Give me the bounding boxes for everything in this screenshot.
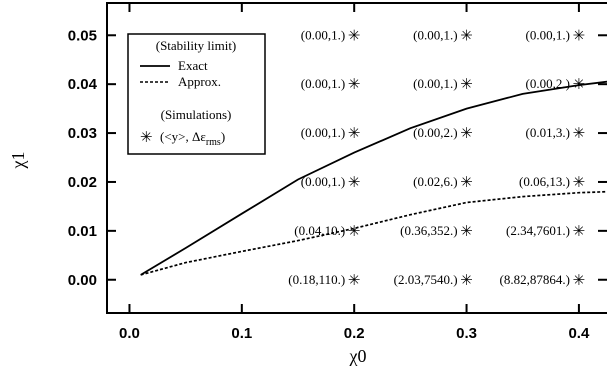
series-line-approx <box>140 190 607 276</box>
simulation-marker: ✳ <box>573 224 586 240</box>
legend-sim-marker: ✳ <box>140 130 153 146</box>
simulation-label: (0.00,2.) <box>525 76 569 91</box>
y-tick-label: 0.00 <box>68 272 97 289</box>
simulation-marker: ✳ <box>573 273 586 289</box>
tick-layer: 0.0 0.1 0.2 0.3 0.4 0.00 0.01 0.02 0.03 0.04 0.05 <box>68 3 607 342</box>
simulation-marker: ✳ <box>348 28 361 44</box>
y-tick-label: 0.03 <box>68 125 97 142</box>
simulation-label: (0.00,1.) <box>413 76 457 91</box>
simulation-label: (0.00,1.) <box>301 27 345 42</box>
simulation-marker: ✳ <box>460 224 473 240</box>
simulation-label: (0.00,1.) <box>413 27 457 42</box>
simulation-label: (0.01,3.) <box>525 125 569 140</box>
legend-label-exact: Exact <box>178 58 208 73</box>
legend-heading-stability: (Stability limit) <box>156 38 237 53</box>
simulation-marker: ✳ <box>460 126 473 142</box>
simulation-label: (0.00,1.) <box>301 76 345 91</box>
legend-sim-prefix: (<y>, Δε <box>160 129 206 144</box>
simulation-marker: ✳ <box>348 224 361 240</box>
series-layer <box>140 80 607 276</box>
simulation-label: (0.00,2.) <box>413 125 457 140</box>
legend-sim-subscript: rms <box>206 137 221 148</box>
x-tick-label: 0.0 <box>119 325 140 342</box>
simulation-label: (0.00,1.) <box>301 174 345 189</box>
simulation-marker: ✳ <box>573 126 586 142</box>
plot-frame <box>106 2 607 314</box>
simulation-label: (0.02,6.) <box>413 174 457 189</box>
x-tick-label: 0.4 <box>568 325 590 342</box>
simulation-marker: ✳ <box>348 273 361 289</box>
simulation-label: (8.82,87864.) <box>499 272 569 287</box>
legend-sim-suffix: ) <box>221 129 225 144</box>
y-tick-label: 0.01 <box>68 223 97 240</box>
legend-sim-label: (<y>, Δεrms) <box>160 129 225 148</box>
legend: (Stability limit) Exact Approx. (Simulat… <box>127 33 266 155</box>
simulation-marker: ✳ <box>460 28 473 44</box>
legend-label-approx: Approx. <box>178 74 221 89</box>
simulation-label: (0.00,1.) <box>301 125 345 140</box>
x-tick-label: 0.1 <box>231 325 252 342</box>
x-tick-label: 0.2 <box>344 325 365 342</box>
simulation-label: (0.18,110.) <box>288 272 345 287</box>
plot-frame-layer <box>106 2 607 314</box>
legend-heading-simulations: (Simulations) <box>161 107 232 122</box>
legend-box <box>127 33 266 155</box>
y-tick-label: 0.05 <box>68 27 97 44</box>
simulation-marker: ✳ <box>573 175 586 191</box>
simulation-label: (0.04,10.) <box>294 223 345 238</box>
simulation-marker: ✳ <box>348 175 361 191</box>
simulation-marker: ✳ <box>348 77 361 93</box>
simulation-marker: ✳ <box>573 77 586 93</box>
simulation-label: (2.03,7540.) <box>394 272 458 287</box>
x-axis-label: χ0 <box>349 346 367 366</box>
y-tick-label: 0.04 <box>68 76 98 93</box>
simulation-label: (0.00,1.) <box>525 27 569 42</box>
y-axis-label: χ1 <box>8 152 28 170</box>
simulation-label: (0.06,13.) <box>519 174 570 189</box>
simulation-marker: ✳ <box>460 77 473 93</box>
simulation-label: (2.34,7601.) <box>506 223 570 238</box>
simulation-marker: ✳ <box>460 273 473 289</box>
simulation-label: (0.36,352.) <box>400 223 457 238</box>
y-tick-label: 0.02 <box>68 174 97 191</box>
simulation-marker: ✳ <box>460 175 473 191</box>
simulation-marker: ✳ <box>573 28 586 44</box>
series-line-exact <box>140 80 607 276</box>
simulation-layer: ✳(0.18,110.) ✳(2.03,7540.) ✳(8.82,87864.)✳… <box>288 27 585 288</box>
simulation-marker: ✳ <box>348 126 361 142</box>
x-tick-label: 0.3 <box>456 325 477 342</box>
